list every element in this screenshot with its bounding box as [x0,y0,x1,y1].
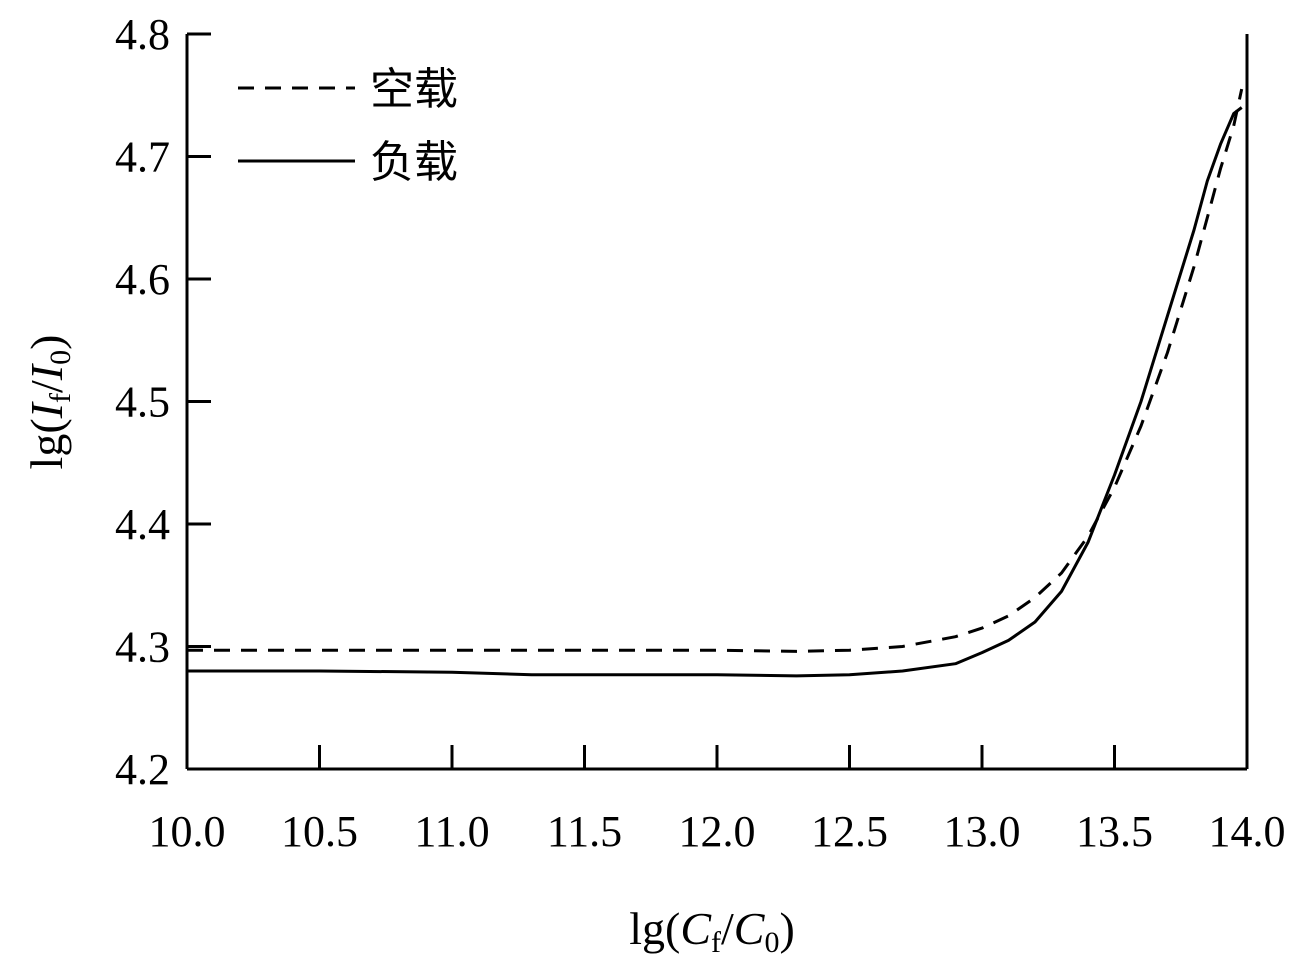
y-tick-label: 4.3 [115,623,170,672]
y-tick-label: 4.4 [115,500,170,549]
x-tick-label: 10.0 [149,807,226,856]
x-label-den: C [734,903,766,954]
ticks-group: 10.0 10.5 11.0 11.5 12.0 12.5 13.0 13.5 14.0 4.2 4… [115,10,1286,856]
x-label-den-sub: 0 [764,926,779,959]
x-label-slash: / [721,903,734,954]
y-tick-label: 4.7 [115,133,170,182]
y-tick-label: 4.5 [115,378,170,427]
x-axis-label: lg(Cf/C0) [629,903,795,959]
x-tick-label: 10.5 [281,807,358,856]
legend: 空载 负载 [238,64,458,188]
y-axis-label: lg(If/I0) [21,335,77,470]
x-tick-label: 14.0 [1209,807,1286,856]
legend-label-1: 负载 [370,137,458,188]
x-tick-label: 12.5 [811,807,888,856]
y-label-slash: / [21,380,72,393]
x-label-suffix: ) [779,903,794,954]
x-label-prefix: lg( [629,903,680,954]
series-line-1 [187,106,1243,678]
y-label-num: I [21,400,72,419]
y-label-prefix: lg( [21,418,72,469]
series-group [187,88,1244,678]
x-label-num-sub: f [711,926,721,959]
x-tick-label: 13.5 [1076,807,1153,856]
x-label-num: C [680,903,712,954]
x-tick-label: 13.0 [944,807,1021,856]
series-line-0 [187,88,1244,653]
y-tick-label: 4.8 [115,10,170,59]
x-tick-label: 11.5 [547,807,622,856]
y-label-suffix: ) [21,335,72,350]
y-tick-label: 4.2 [115,745,170,794]
y-tick-label: 4.6 [115,255,170,304]
y-label-num-sub: f [44,393,77,403]
y-label-den: I [21,362,72,381]
legend-label-0: 空载 [370,64,458,115]
x-tick-label: 11.0 [414,807,489,856]
y-label-den-sub: 0 [44,350,77,365]
x-tick-label: 12.0 [679,807,756,856]
